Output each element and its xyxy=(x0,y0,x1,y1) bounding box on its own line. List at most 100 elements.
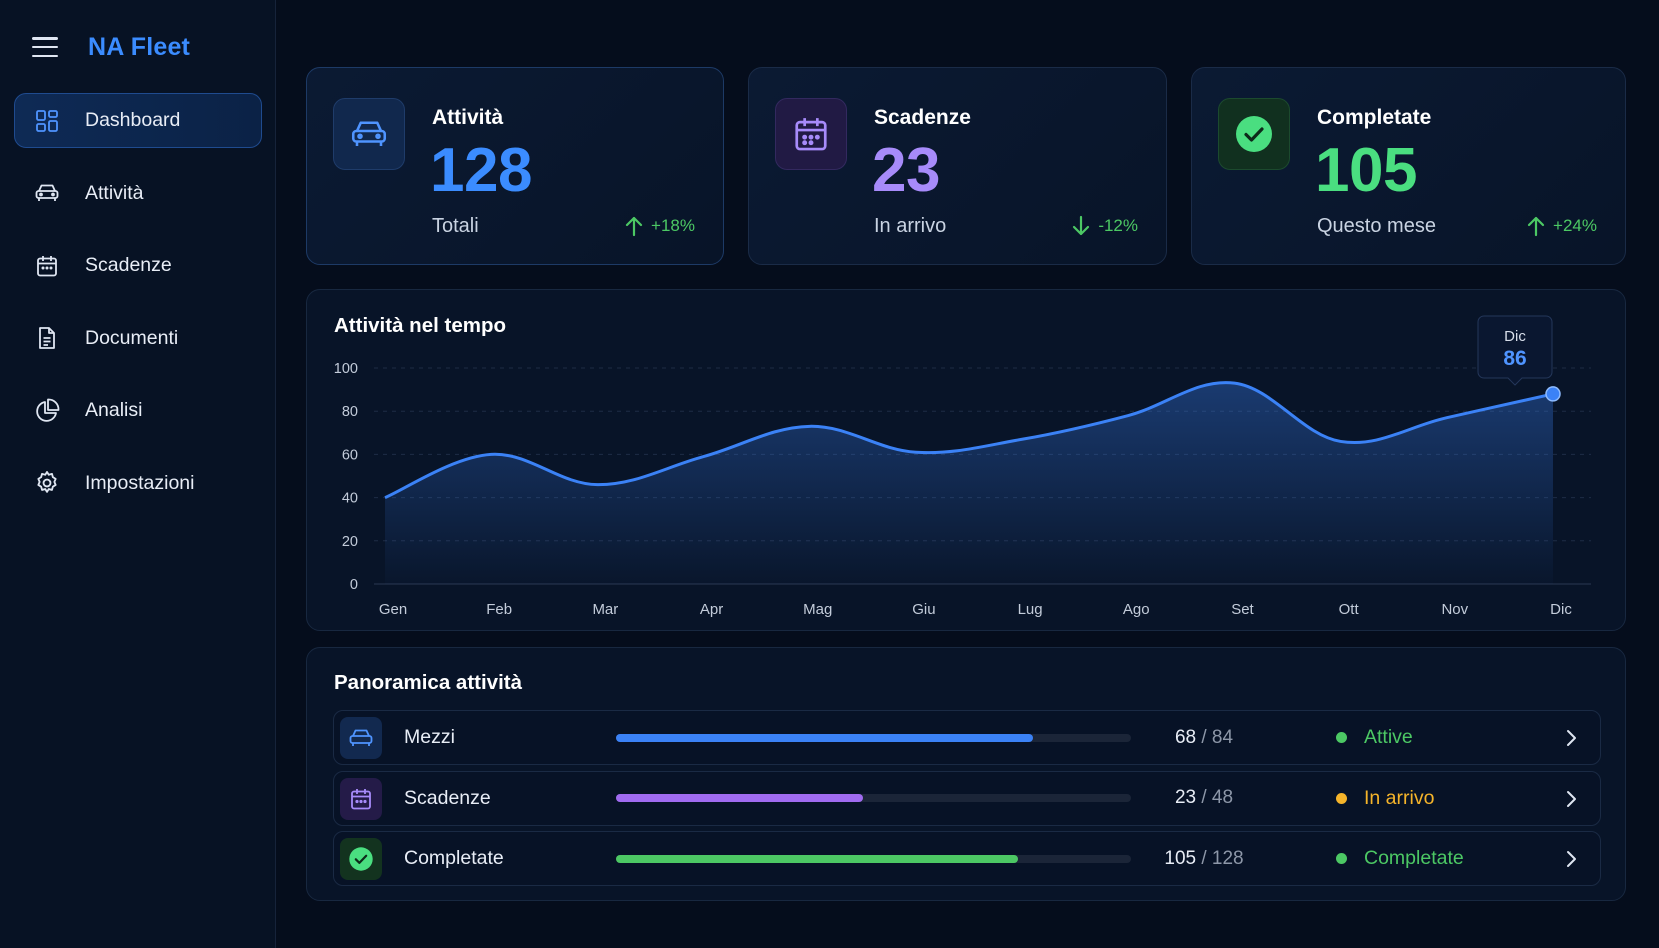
x-tick-label: Gen xyxy=(379,601,407,618)
status-badge: Completate xyxy=(1336,847,1464,870)
chevron-right-icon[interactable] xyxy=(1564,727,1578,754)
stat-title: Scadenze xyxy=(874,106,971,129)
progress-track xyxy=(616,794,1131,802)
x-tick-label: Feb xyxy=(486,601,512,618)
series-line xyxy=(384,381,1554,499)
row-label: Completate xyxy=(404,847,504,869)
arrow-up-icon xyxy=(1527,216,1545,237)
calendar-icon xyxy=(33,252,61,280)
row-count-value: 68 xyxy=(1174,726,1197,748)
x-tick-label: Set xyxy=(1231,601,1254,618)
hamburger-menu-icon[interactable] xyxy=(32,37,58,57)
sidebar-item-analisi[interactable]: Analisi xyxy=(14,383,262,438)
sidebar: NA Fleet Dashboard Attività Scadenze Doc… xyxy=(0,0,276,948)
sidebar-item-label: Analisi xyxy=(85,399,143,421)
sidebar-item-label: Attività xyxy=(85,181,144,204)
tooltip-label: Dic xyxy=(1504,328,1526,345)
x-tick-label: Ago xyxy=(1123,601,1150,618)
sidebar-item-label: Scadenze xyxy=(85,254,172,276)
brand: NA Fleet xyxy=(32,30,190,64)
stat-value: 23 xyxy=(872,136,940,205)
arrow-down-icon xyxy=(1073,215,1090,236)
sidebar-nav: Dashboard Attività Scadenze Documenti An… xyxy=(14,93,262,528)
sidebar-item-impostazioni[interactable]: Impostazioni xyxy=(14,456,262,511)
row-count-value: 23 xyxy=(1174,787,1197,808)
chevron-right-icon[interactable] xyxy=(1564,788,1578,815)
stat-card-scadenze[interactable]: Scadenze 23 In arrivo -12% xyxy=(748,67,1167,265)
progress-fill xyxy=(616,854,1018,863)
stat-title: Attività xyxy=(432,106,504,129)
stat-trend-value: +24% xyxy=(1553,216,1597,235)
chevron-right-icon[interactable] xyxy=(1564,848,1578,875)
progress-fill xyxy=(616,733,1034,742)
document-icon xyxy=(33,324,61,352)
progress-fill xyxy=(616,794,864,802)
overview-panel: Panoramica attività Mezzi 68 / 84 Attive… xyxy=(306,647,1626,901)
x-tick-label: Nov xyxy=(1441,601,1468,618)
status-label: In arrivo xyxy=(1364,786,1435,809)
stat-subtitle: Totali xyxy=(432,215,479,237)
stat-trend: +18% xyxy=(624,215,695,237)
stat-card-attivita[interactable]: Attività 128 Totali +18% xyxy=(306,67,724,265)
car-icon xyxy=(33,179,61,207)
check-circle-icon xyxy=(1218,98,1290,170)
progress-track xyxy=(616,854,1131,863)
sidebar-item-documenti[interactable]: Documenti xyxy=(14,311,262,366)
x-tick-label: Ott xyxy=(1339,601,1360,618)
y-tick-label: 60 xyxy=(342,447,358,463)
row-count: 23 / 48 xyxy=(1174,787,1234,808)
overview-row[interactable]: Scadenze 23 / 48 In arrivo xyxy=(333,770,1601,826)
data-point xyxy=(1545,386,1561,402)
x-tick-label: Mar xyxy=(592,601,618,618)
status-dot xyxy=(1336,853,1347,864)
sidebar-item-dashboard[interactable]: Dashboard xyxy=(14,93,262,148)
status-label: Completate xyxy=(1364,847,1464,869)
chart-panel: Attività nel tempo 0 20 40 60 80 100 Gen Feb Mar… xyxy=(306,289,1626,631)
row-count: 68 / 84 xyxy=(1174,726,1234,748)
row-label: Scadenze xyxy=(404,786,491,809)
x-tick-label: Mag xyxy=(803,601,832,618)
pie-chart-icon xyxy=(33,397,61,425)
stat-trend-value: -12% xyxy=(1098,216,1138,235)
sidebar-item-label: Dashboard xyxy=(85,109,181,131)
status-dot xyxy=(1336,792,1347,804)
row-count-value: 105 xyxy=(1164,847,1197,869)
y-tick-label: 0 xyxy=(350,577,358,593)
row-count-total: 48 xyxy=(1211,787,1234,808)
status-label: Attive xyxy=(1364,726,1413,748)
car-icon xyxy=(333,98,405,170)
stat-value: 128 xyxy=(430,136,532,205)
stat-card-completate[interactable]: Completate 105 Questo mese +24% xyxy=(1191,67,1626,265)
y-tick-label: 100 xyxy=(334,361,358,377)
row-count-total: 84 xyxy=(1211,726,1234,748)
x-tick-label: Lug xyxy=(1018,601,1043,618)
sidebar-item-attivita[interactable]: Attività xyxy=(14,166,262,221)
app-title: NA Fleet xyxy=(88,32,191,61)
stat-value: 105 xyxy=(1315,136,1417,205)
stat-subtitle: Questo mese xyxy=(1317,215,1436,237)
stat-trend: +24% xyxy=(1526,215,1597,237)
stat-title: Completate xyxy=(1317,106,1432,129)
overview-row[interactable]: Mezzi 68 / 84 Attive xyxy=(333,710,1601,765)
y-tick-label: 80 xyxy=(342,404,358,420)
sidebar-item-label: Documenti xyxy=(85,326,179,349)
row-label: Mezzi xyxy=(404,726,455,748)
sidebar-item-scadenze[interactable]: Scadenze xyxy=(14,238,262,293)
y-tick-label: 40 xyxy=(342,491,358,507)
calendar-icon xyxy=(340,777,382,820)
row-count: 105 / 128 xyxy=(1164,847,1244,869)
car-icon xyxy=(340,717,382,759)
sidebar-item-label: Impostazioni xyxy=(85,471,195,494)
y-tick-label: 20 xyxy=(342,534,358,550)
calendar-icon xyxy=(775,98,847,170)
stat-trend: -12% xyxy=(1071,215,1138,237)
x-tick-label: Dic xyxy=(1550,601,1572,618)
x-tick-label: Giu xyxy=(912,601,935,618)
overview-title: Panoramica attività xyxy=(334,671,522,694)
area-fill xyxy=(385,382,1553,584)
status-badge: Attive xyxy=(1336,726,1413,749)
overview-row[interactable]: Completate 105 / 128 Completate xyxy=(333,831,1601,886)
area-chart: 0 20 40 60 80 100 Gen Feb Mar Apr Mag Giu Lug Ago Set O… xyxy=(334,315,1591,618)
chart-tooltip: Dic 86 xyxy=(1477,315,1553,386)
check-circle-icon xyxy=(340,838,382,880)
